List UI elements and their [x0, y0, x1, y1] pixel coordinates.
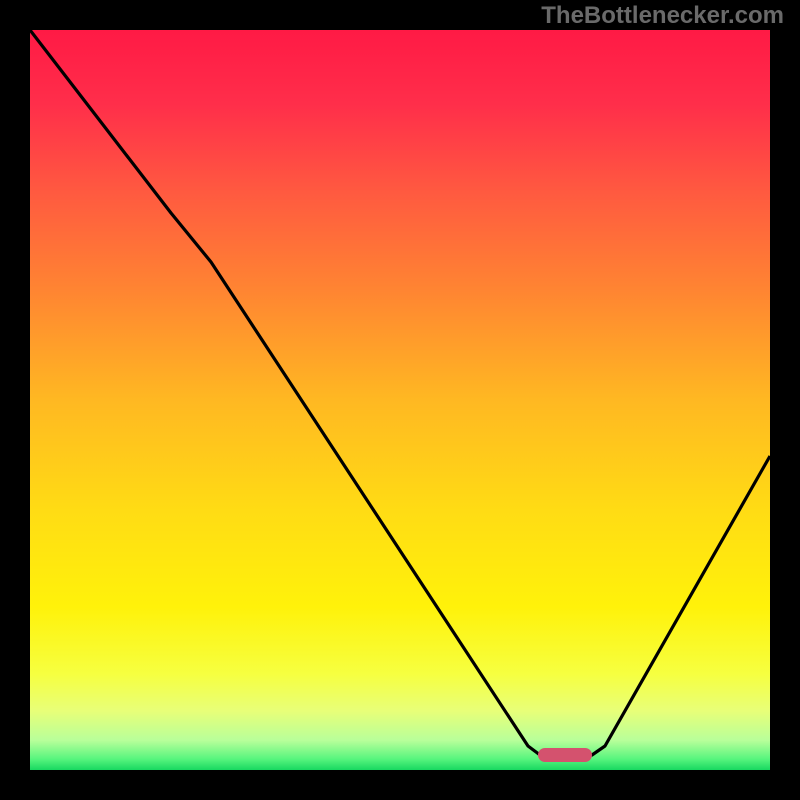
plot-area	[30, 30, 770, 770]
chart-frame: TheBottlenecker.com	[0, 0, 800, 800]
watermark-label: TheBottlenecker.com	[541, 2, 784, 30]
bottleneck-curve	[30, 30, 770, 755]
optimum-marker-pill	[538, 748, 592, 762]
curve-layer	[30, 30, 770, 770]
